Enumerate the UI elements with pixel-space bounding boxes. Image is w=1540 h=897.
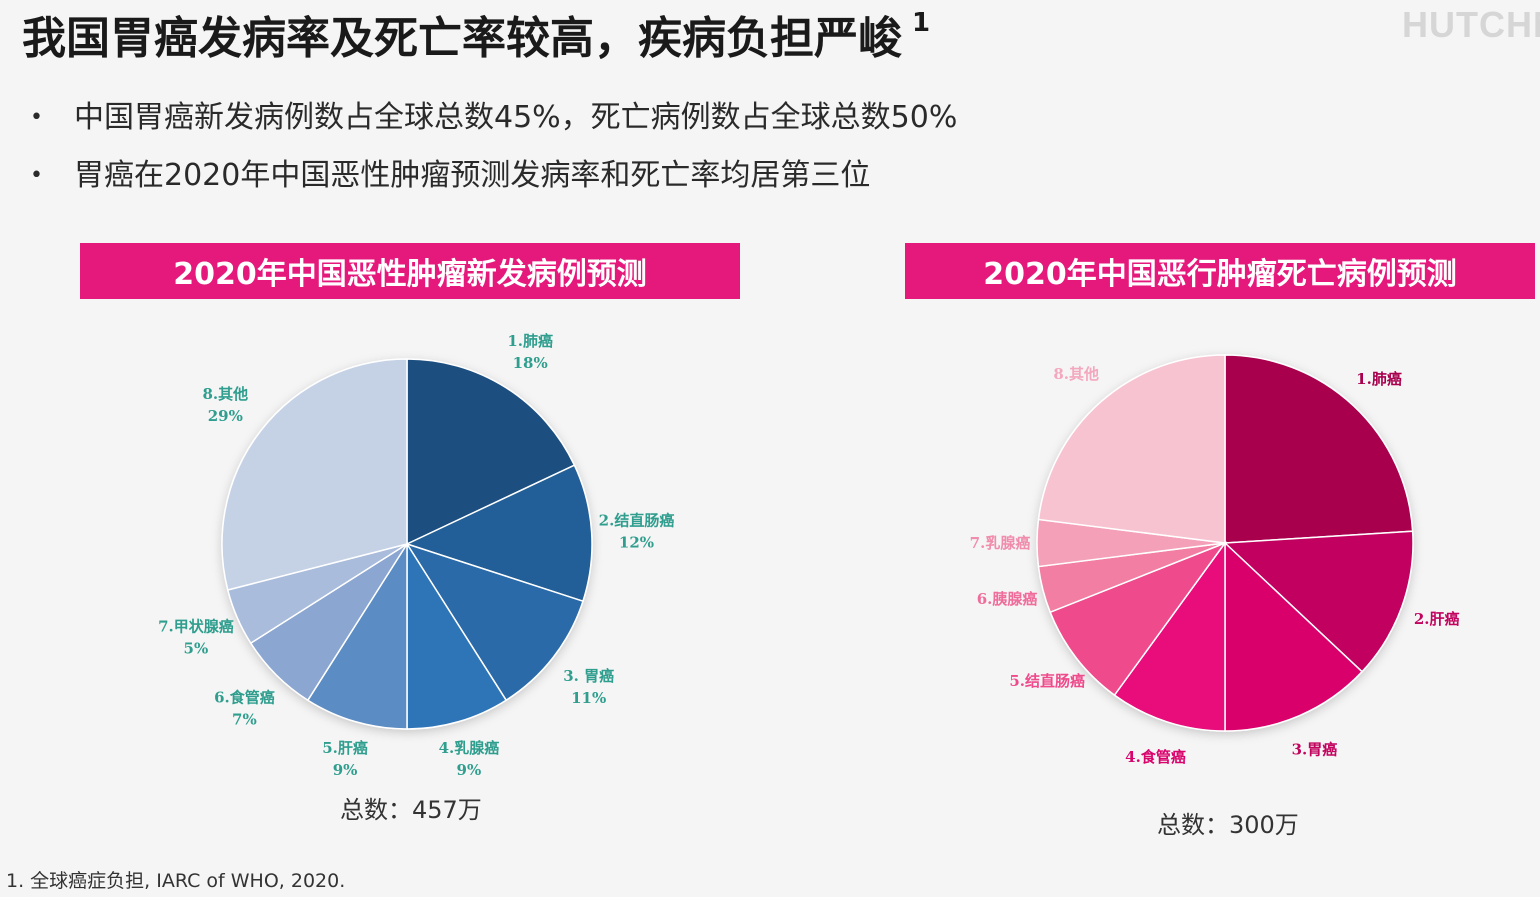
slice-value-label: 9%	[457, 761, 482, 779]
slice-label: 4.食管癌	[1125, 748, 1186, 766]
slice-label: 4.乳腺癌	[439, 739, 500, 757]
slice-label: 3.胃癌	[1292, 741, 1338, 759]
total-incidence: 总数：457万	[340, 796, 482, 824]
title-reference-marker: 1	[912, 8, 931, 39]
bullet-item: • 胃癌在2020年中国恶性肿瘤预测发病率和死亡率均居第三位	[30, 154, 957, 212]
slice-label: 6.胰腺癌	[977, 590, 1038, 608]
slice-label: 2.结直肠癌	[599, 512, 675, 530]
slice-label: 3. 胃癌	[563, 667, 614, 685]
pie-slice	[1049, 541, 1228, 697]
slice-label: 8.其他	[1053, 365, 1099, 383]
total-mortality: 总数：300万	[1157, 811, 1299, 839]
slice-value-label: 29%	[208, 407, 243, 425]
pie-slice	[406, 358, 576, 546]
brand-logo: HUTCHM	[1402, 4, 1540, 45]
bullet-dot: •	[30, 163, 43, 188]
slice-label: 1.肺癌	[507, 332, 553, 350]
pie-slice	[405, 542, 584, 702]
pie-slice	[1224, 354, 1414, 544]
chart-title-mortality: 2020年中国恶行肿瘤死亡病例预测	[905, 243, 1535, 299]
bullet-text: 中国胃癌新发病例数占全球总数45%，死亡病例数占全球总数50%	[74, 100, 958, 135]
slice-label: 5.结直肠癌	[1009, 672, 1085, 690]
pie-slice	[1223, 530, 1414, 673]
bullet-item: • 中国胃癌新发病例数占全球总数45%，死亡病例数占全球总数50%	[30, 96, 957, 154]
slice-label: 5.肝癌	[322, 739, 368, 757]
slice-value-label: 7%	[232, 711, 257, 729]
slice-label: 7.乳腺癌	[970, 534, 1031, 552]
slice-label: 8.其他	[202, 385, 248, 403]
pie-slice	[404, 464, 593, 603]
bullet-text: 胃癌在2020年中国恶性肿瘤预测发病率和死亡率均居第三位	[74, 158, 871, 193]
pie-slice	[1113, 540, 1226, 732]
slice-value-label: 12%	[619, 534, 654, 552]
slice-label: 2.肝癌	[1414, 610, 1460, 628]
pie-slice	[1037, 354, 1226, 544]
page-title-text: 我国胃癌发病率及死亡率较高，疾病负担严峻	[22, 13, 902, 64]
pie-slice	[306, 541, 408, 730]
slice-value-label: 11%	[571, 689, 606, 707]
slice-label: 6.食管癌	[214, 689, 275, 707]
pie-slice	[406, 541, 508, 730]
slice-label: 1.肺癌	[1356, 370, 1402, 388]
slice-value-label: 5%	[184, 639, 209, 657]
slice-value-label: 18%	[513, 354, 548, 372]
slice-label: 7.甲状腺癌	[158, 617, 234, 635]
footnote: 1. 全球癌症负担, IARC of WHO, 2020.	[6, 870, 346, 892]
slice-value-label: 9%	[333, 761, 358, 779]
bullet-list: • 中国胃癌新发病例数占全球总数45%，死亡病例数占全球总数50% • 胃癌在202…	[30, 96, 957, 212]
bullet-dot: •	[30, 105, 43, 130]
chart-title-incidence: 2020年中国恶性肿瘤新发病例预测	[80, 243, 740, 299]
page-title: 我国胃癌发病率及死亡率较高，疾病负担严峻 1	[22, 2, 930, 66]
pie-slice	[221, 358, 408, 591]
pie-slice	[1224, 541, 1364, 732]
